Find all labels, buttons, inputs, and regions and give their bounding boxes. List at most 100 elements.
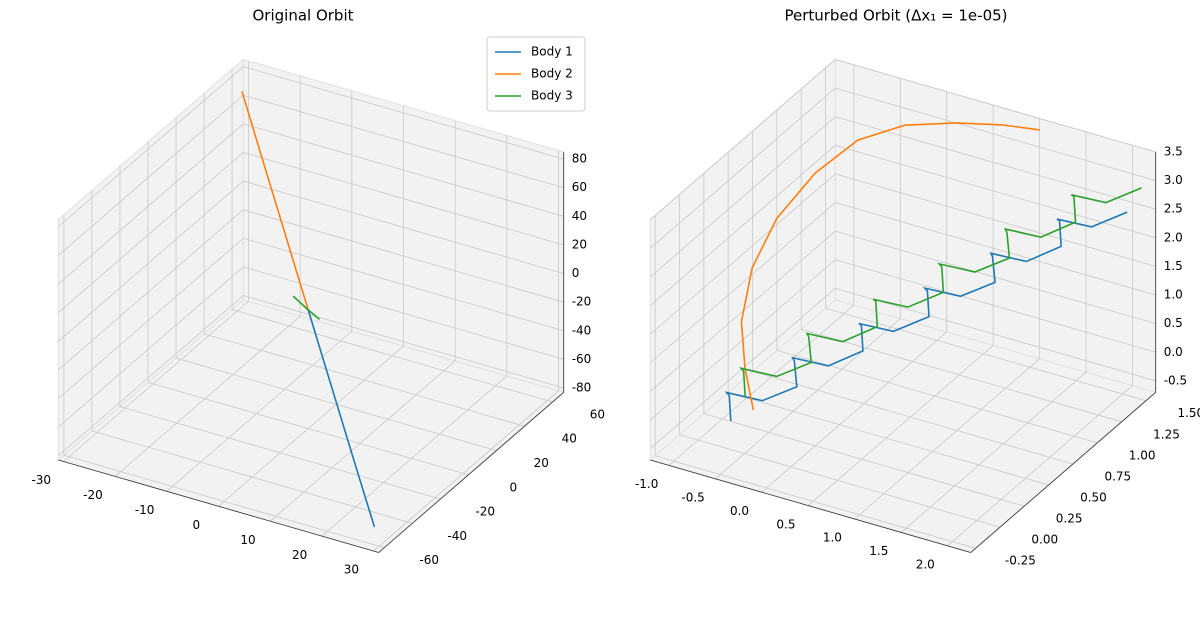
legend-label: Body 3	[531, 89, 573, 103]
grid-line	[650, 59, 836, 220]
grid-line	[58, 180, 244, 342]
series-line	[740, 122, 1040, 411]
grid-line	[243, 94, 564, 189]
grid-line	[58, 152, 244, 313]
z-tick-label: 0.5	[1164, 316, 1183, 330]
x-tick-label: 1.5	[869, 544, 888, 558]
legend-label: Body 2	[531, 67, 573, 81]
x-tick-label: 1.0	[823, 531, 842, 545]
z-tick-label: -80	[572, 381, 592, 395]
z-tick-label: 0.0	[1164, 345, 1183, 359]
z-tick-label: -40	[572, 323, 592, 337]
legend-box	[486, 36, 586, 112]
grid-line	[243, 295, 564, 389]
grid-line	[807, 345, 994, 506]
grid-line	[650, 173, 836, 335]
grid-line	[835, 59, 1156, 153]
y-tick-label: 1.00	[1129, 448, 1156, 462]
grid-line	[58, 237, 244, 399]
y-tick-label: 0.25	[1056, 512, 1083, 526]
y-tick-label: 1.25	[1153, 427, 1180, 441]
y-tick-label: -20	[475, 505, 495, 519]
grid-line	[243, 266, 564, 360]
grid-line	[835, 202, 1156, 296]
x-tick-label: 2.0	[916, 558, 935, 572]
grid-line	[825, 307, 1147, 402]
z-tick-label: 40	[572, 209, 587, 223]
grid-line	[752, 371, 1074, 465]
y-tick-label: -40	[447, 529, 467, 543]
grid-line	[218, 345, 404, 507]
grid-line	[650, 116, 836, 278]
chart-title: Perturbed Orbit (Δx₁ = 1e-05)	[784, 7, 1007, 25]
grid-line	[58, 209, 244, 371]
grid-line	[243, 66, 564, 160]
x-tick-label: 10	[240, 533, 255, 547]
series-line	[724, 211, 1128, 422]
grid-line	[63, 454, 385, 549]
y-tick-label: 0.00	[1031, 533, 1058, 547]
grid-line	[650, 202, 836, 364]
y-tick-label: -60	[419, 553, 439, 567]
grid-line	[835, 173, 1156, 267]
z-tick-label: 80	[572, 152, 587, 166]
grid-line	[655, 455, 976, 549]
grid-line	[947, 385, 1133, 547]
grid-line	[203, 333, 525, 427]
grid-line	[321, 375, 508, 537]
x-tick-label: -30	[31, 473, 51, 487]
x-tick-label: 0.0	[730, 504, 749, 518]
x-tick-label: 0	[192, 518, 200, 532]
z-tick-label: -60	[572, 352, 592, 366]
grid-line	[243, 237, 564, 332]
y-tick-label: 1.50	[1177, 406, 1200, 420]
series-line	[292, 295, 321, 321]
y-tick-label: 0.50	[1080, 491, 1107, 505]
grid-line	[63, 300, 249, 462]
z-tick-label: 2.5	[1164, 202, 1183, 216]
z-tick-label: -20	[572, 295, 592, 309]
grid-line	[243, 123, 564, 217]
axis-line	[58, 459, 379, 553]
grid-line	[835, 287, 1156, 382]
z-tick-label: 3.0	[1164, 173, 1183, 187]
grid-line	[679, 434, 1001, 528]
z-tick-label: 3.5	[1164, 144, 1183, 158]
axis-line	[970, 392, 1156, 553]
grid-line	[91, 430, 413, 524]
series-line	[738, 187, 1142, 397]
series-line	[307, 309, 376, 528]
grid-line	[166, 330, 353, 492]
grid-line	[114, 315, 301, 477]
grid-line	[373, 390, 559, 552]
x-tick-label: -20	[83, 488, 103, 502]
x-tick-label: 30	[344, 563, 359, 577]
grid-line	[58, 266, 244, 428]
x-tick-label: -10	[135, 503, 155, 517]
grid-line	[243, 209, 564, 303]
grid-line	[231, 309, 553, 403]
grid-line	[58, 295, 244, 457]
y-tick-label: 60	[590, 407, 605, 421]
grid-line	[703, 413, 1025, 507]
z-tick-label: 1.5	[1164, 259, 1183, 273]
z-tick-label: 20	[572, 237, 587, 251]
grid-line	[243, 152, 564, 246]
x-tick-label: -1.0	[635, 477, 658, 491]
chart-title: Original Orbit	[252, 7, 353, 25]
grid-line	[728, 392, 1049, 486]
grid-line	[650, 145, 836, 306]
z-tick-label: 2.0	[1164, 230, 1183, 244]
z-tick-label: 1.0	[1164, 288, 1183, 302]
grid-line	[119, 406, 441, 500]
y-tick-label: 40	[562, 432, 577, 446]
axis-line	[378, 392, 564, 553]
y-tick-label: 0.75	[1104, 469, 1131, 483]
grid-line	[854, 358, 1040, 520]
grid-line	[58, 66, 244, 228]
axis-line	[650, 459, 971, 553]
z-tick-label: 60	[572, 180, 587, 194]
grid-line	[147, 381, 469, 476]
